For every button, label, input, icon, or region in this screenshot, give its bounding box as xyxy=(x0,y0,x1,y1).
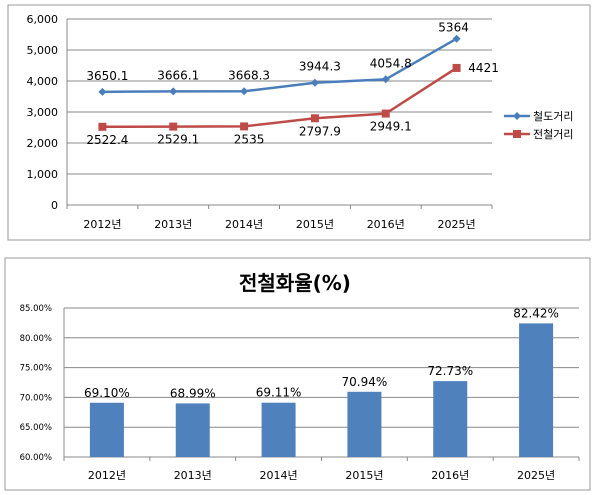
legend-marker xyxy=(513,130,521,138)
y-tick-label: 0 xyxy=(51,199,58,212)
legend-label: 철도거리 xyxy=(533,110,573,123)
y-tick-label: 60.00% xyxy=(20,453,52,463)
y-tick-label: 4,000 xyxy=(27,75,59,88)
data-label: 69.11% xyxy=(256,386,302,400)
y-tick-label: 75.00% xyxy=(20,364,52,374)
data-point xyxy=(452,63,461,72)
x-tick-label: 2016년 xyxy=(367,218,405,231)
series-line-0 xyxy=(102,37,458,94)
line-chart-frame xyxy=(7,4,591,241)
data-label: 4421 xyxy=(468,61,499,75)
data-point xyxy=(381,75,390,84)
y-tick-label: 80.00% xyxy=(20,334,52,344)
data-label: 2797.9 xyxy=(299,124,341,138)
x-tick-label: 2014년 xyxy=(225,218,263,231)
bar xyxy=(519,323,554,457)
data-label: 2522.4 xyxy=(86,133,128,147)
x-tick-label: 2012년 xyxy=(88,469,126,482)
legend-label: 전철거리 xyxy=(533,128,573,141)
x-tick-label: 2025년 xyxy=(438,218,476,231)
data-point xyxy=(452,34,461,43)
y-tick-label: 6,000 xyxy=(27,13,59,26)
data-label: 70.94% xyxy=(342,375,388,389)
y-tick-label: 3,000 xyxy=(27,106,59,119)
data-point xyxy=(240,87,249,96)
series-line-1 xyxy=(102,66,458,129)
data-label: 2529.1 xyxy=(157,133,199,147)
data-label: 82.42% xyxy=(513,306,559,320)
data-point xyxy=(98,87,107,96)
data-point xyxy=(381,109,390,118)
data-label: 2949.1 xyxy=(370,120,412,134)
data-point xyxy=(240,122,249,131)
data-point xyxy=(310,78,319,87)
data-label: 72.73% xyxy=(427,364,473,378)
x-tick-label: 2015년 xyxy=(296,218,334,231)
data-label: 3668.3 xyxy=(228,68,270,82)
y-tick-label: 65.00% xyxy=(20,423,52,433)
x-tick-label: 2015년 xyxy=(345,469,383,482)
y-tick-label: 5,000 xyxy=(27,44,59,57)
data-label: 4054.8 xyxy=(370,56,412,70)
data-point xyxy=(169,122,178,131)
bar-chart-title: 전철화율(%) xyxy=(239,271,351,295)
y-tick-label: 1,000 xyxy=(27,168,59,181)
data-point xyxy=(310,114,319,123)
bar xyxy=(261,402,296,457)
bar xyxy=(433,381,468,457)
y-tick-label: 85.00% xyxy=(20,304,52,314)
data-label: 3944.3 xyxy=(299,60,341,74)
data-label: 3666.1 xyxy=(157,68,199,82)
x-tick-label: 2013년 xyxy=(174,469,212,482)
data-label: 3650.1 xyxy=(86,69,128,83)
y-tick-label: 70.00% xyxy=(20,393,52,403)
x-tick-label: 2012년 xyxy=(83,218,121,231)
x-tick-label: 2014년 xyxy=(260,469,298,482)
y-tick-label: 2,000 xyxy=(27,137,59,150)
data-point xyxy=(169,87,178,96)
data-label: 5364 xyxy=(438,21,469,35)
data-label: 2535 xyxy=(234,132,265,146)
bar xyxy=(347,391,382,457)
x-tick-label: 2016년 xyxy=(431,469,469,482)
bar xyxy=(175,403,210,457)
x-tick-label: 2013년 xyxy=(154,218,192,231)
x-tick-label: 2025년 xyxy=(517,469,555,482)
data-label: 68.99% xyxy=(170,386,216,400)
data-label: 69.10% xyxy=(84,386,130,400)
data-point xyxy=(98,122,107,131)
legend-marker xyxy=(513,112,521,120)
bar xyxy=(89,402,124,457)
